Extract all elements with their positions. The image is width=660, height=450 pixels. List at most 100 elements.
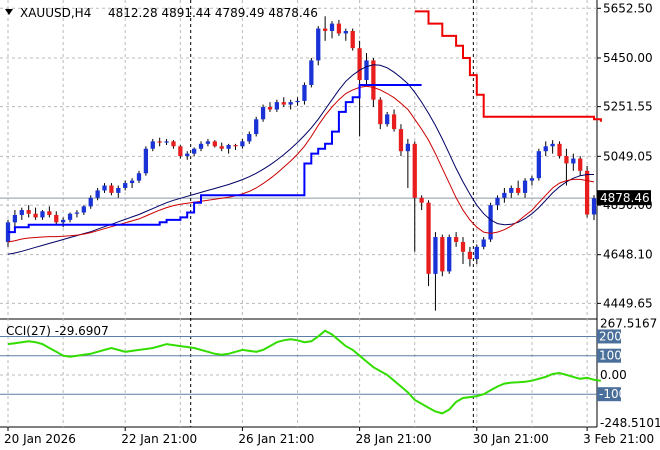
candle-body [109, 185, 114, 193]
stop-up-line [8, 84, 422, 234]
candle-body [309, 60, 314, 85]
candle-body [495, 197, 500, 206]
candle-body [584, 170, 590, 215]
candle-body [88, 197, 93, 207]
candle-body [460, 241, 466, 252]
candle-body [564, 156, 569, 164]
cci-level-label: -248.5101 [600, 416, 660, 430]
current-price-box [597, 190, 651, 206]
cci-level-label: 100 [599, 349, 622, 363]
candle-body [412, 143, 417, 198]
candle-body [302, 84, 307, 101]
candle-body [329, 23, 335, 31]
candle-body [233, 145, 238, 147]
candle-body [481, 239, 486, 247]
candle-body [502, 192, 507, 198]
candle-body [474, 246, 479, 260]
candle-body [447, 237, 452, 272]
candle-body [247, 134, 252, 142]
candle-body [516, 187, 521, 193]
cci-label: CCI(27) -29.6907 [6, 324, 109, 338]
candle-body [198, 143, 204, 149]
candle-body [536, 151, 541, 179]
candle-body [295, 100, 300, 103]
candle-body [129, 180, 135, 184]
candle-body [240, 141, 245, 147]
candle-body [19, 210, 24, 215]
candle-body [123, 183, 128, 188]
candle-body [488, 205, 493, 240]
price-tick-label: 5450.00 [603, 51, 653, 65]
candle-body [178, 146, 183, 157]
candle-body [185, 153, 190, 157]
candle-body [26, 210, 31, 214]
candle-body [391, 114, 397, 130]
time-tick-label: 26 Jan 21:00 [238, 432, 314, 446]
candle-body [591, 198, 597, 215]
candle-body [357, 48, 362, 81]
cci-level-box [597, 387, 621, 402]
candle-body [212, 141, 217, 147]
candle-body [529, 178, 535, 181]
candle-body [260, 107, 266, 120]
price-tick-label: 5049.05 [603, 149, 653, 163]
cci-level-label: -100 [599, 387, 626, 401]
candle-body [398, 129, 404, 152]
time-tick-label: 3 Feb 21:00 [583, 432, 654, 446]
candle-body [378, 99, 383, 125]
candle-body [288, 102, 293, 105]
symbol-label: XAUUSD,H4 [20, 6, 91, 20]
candle-body [364, 60, 369, 81]
ma-slow-line [7, 64, 594, 255]
candle-body [67, 213, 73, 220]
candle-body [281, 102, 286, 105]
candle-body [550, 143, 555, 147]
candle-body [578, 158, 583, 171]
time-tick-label: 30 Jan 21:00 [473, 432, 549, 446]
indicator-lines [7, 10, 602, 255]
candle-body [467, 251, 473, 260]
candle-body [143, 148, 149, 174]
candle-body [522, 180, 528, 193]
cci-level-box [597, 348, 621, 363]
cci-level-label: 200 [599, 329, 622, 343]
price-tick-label: 5652.50 [603, 1, 653, 15]
candle-body [12, 214, 18, 223]
candle-body [81, 206, 86, 213]
candle-body [61, 219, 66, 223]
candle-body [343, 30, 348, 34]
candle-body [33, 213, 38, 218]
candle-body [54, 214, 59, 223]
candle-body [40, 211, 45, 218]
candle-body [336, 23, 342, 34]
candle-body [557, 143, 562, 157]
candle-body [226, 145, 231, 149]
candle-body [405, 143, 410, 152]
candle-body [47, 211, 52, 215]
candle-body [274, 102, 280, 110]
ma-fast-line [7, 85, 595, 243]
candle-body [219, 146, 224, 149]
time-axis: 20 Jan 2026 22 Jan 21:00 26 Jan 21:00 28 Ja… [4, 427, 654, 446]
candle-body [385, 114, 390, 125]
price-tick-label: 4449.65 [603, 296, 653, 310]
candle-body [571, 158, 576, 164]
candle-body [453, 237, 459, 242]
candle-body [136, 173, 142, 181]
time-tick-label: 20 Jan 2026 [4, 432, 76, 446]
down-triangle-icon[interactable] [5, 9, 13, 15]
candle-body [433, 237, 438, 274]
current-price-label: 4878.46 [600, 191, 650, 205]
price-tick-label: 5251.55 [603, 100, 653, 114]
cci-level-label: 267.5167 [600, 316, 657, 330]
candle-body [254, 119, 259, 135]
candle-body [116, 187, 121, 193]
time-tick-label: 28 Jan 21:00 [356, 432, 432, 446]
cci-level-label: 0.00 [600, 368, 627, 382]
candle-body [171, 141, 176, 147]
candle-body [205, 141, 211, 144]
candle-body [150, 141, 155, 149]
candle-body [102, 185, 107, 191]
